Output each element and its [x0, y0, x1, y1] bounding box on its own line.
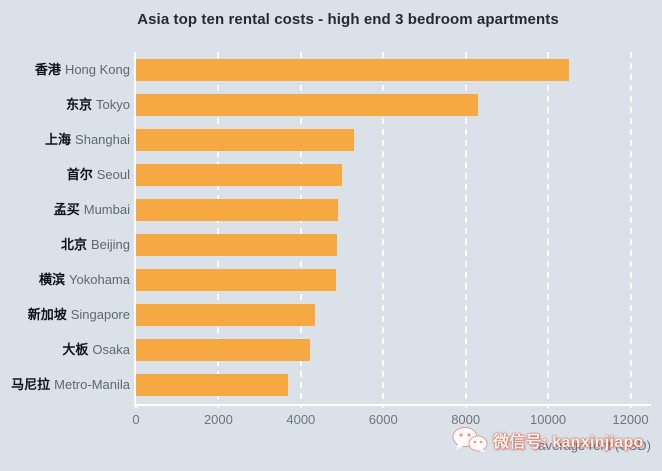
bar-mumbai	[136, 199, 338, 221]
y-label-beijing: 北京 Beijing	[61, 236, 130, 254]
city-name-en: Mumbai	[83, 202, 130, 217]
x-tick-mark	[299, 404, 302, 408]
city-name-cn: 香港	[34, 62, 61, 77]
city-name-cn: 上海	[45, 132, 72, 147]
gridline	[547, 52, 550, 402]
x-tick-label: 10000	[530, 412, 567, 427]
bar-seoul	[136, 164, 343, 186]
city-name-en: Beijing	[90, 237, 130, 252]
y-label-seoul: 首尔 Seoul	[67, 166, 130, 184]
city-name-cn: 首尔	[66, 167, 93, 182]
x-tick-label: 4000	[286, 412, 316, 427]
x-tick-label: 6000	[368, 412, 398, 427]
y-label-osaka: 大板 Osaka	[62, 341, 130, 359]
y-label-tokyo: 东京 Tokyo	[66, 96, 130, 114]
city-name-en: Osaka	[92, 342, 130, 357]
y-label-hong-kong: 香港 Hong Kong	[35, 61, 130, 79]
y-label-metro-manila: 马尼拉 Metro-Manila	[11, 376, 130, 394]
gridline	[629, 52, 632, 402]
y-label-shanghai: 上海 Shanghai	[45, 131, 130, 149]
bar-singapore	[136, 304, 316, 326]
gridline	[464, 52, 467, 402]
city-name-cn: 新加坡	[27, 307, 67, 322]
city-name-en: Singapore	[70, 307, 130, 322]
city-name-en: Yokohama	[69, 272, 130, 287]
city-name-en: Tokyo	[96, 97, 130, 112]
bar-beijing	[136, 234, 338, 256]
x-tick-label: 2000	[203, 412, 233, 427]
x-tick-mark	[382, 404, 385, 408]
gridline	[299, 52, 302, 402]
city-name-cn: 横滨	[39, 272, 66, 287]
bar-tokyo	[136, 94, 479, 116]
x-tick-mark	[135, 404, 137, 408]
x-tick-mark	[547, 404, 550, 408]
gridline	[217, 52, 220, 402]
city-name-cn: 东京	[66, 97, 93, 112]
bar-hong-kong	[136, 59, 569, 81]
x-axis-label: average rent (USD)	[538, 438, 651, 453]
city-name-cn: 马尼拉	[11, 377, 51, 392]
watermark: 微信号: kanxinjiapo	[452, 426, 644, 453]
city-name-cn: 大板	[62, 342, 89, 357]
y-label-singapore: 新加坡 Singapore	[28, 306, 130, 324]
city-name-en: Hong Kong	[64, 62, 130, 77]
x-tick-mark	[629, 404, 632, 408]
bar-yokohama	[136, 269, 336, 291]
x-tick-mark	[464, 404, 467, 408]
bar-metro-manila	[136, 374, 289, 396]
x-tick-label: 0	[132, 412, 140, 427]
city-name-cn: 北京	[60, 237, 87, 252]
city-name-en: Seoul	[96, 167, 130, 182]
plot-area	[134, 52, 651, 406]
city-name-en: Shanghai	[75, 132, 130, 147]
y-label-yokohama: 横滨 Yokohama	[39, 271, 130, 289]
x-tick-mark	[217, 404, 220, 408]
wechat-icon	[452, 427, 488, 453]
chart-title: Asia top ten rental costs - high end 3 b…	[137, 11, 559, 28]
city-name-en: Metro-Manila	[54, 377, 130, 392]
city-name-cn: 孟买	[53, 202, 80, 217]
bar-shanghai	[136, 129, 355, 151]
x-tick-label: 12000	[612, 412, 649, 427]
x-tick-label: 8000	[451, 412, 481, 427]
bar-osaka	[136, 339, 311, 361]
gridline	[382, 52, 385, 402]
y-axis-labels: 香港 Hong Kong 东京 Tokyo 上海 Shanghai 首尔 Seoul 孟买 Mum…	[0, 52, 130, 402]
y-label-mumbai: 孟买 Mumbai	[54, 201, 130, 219]
watermark-text: 微信号: kanxinjiapo	[493, 433, 644, 451]
